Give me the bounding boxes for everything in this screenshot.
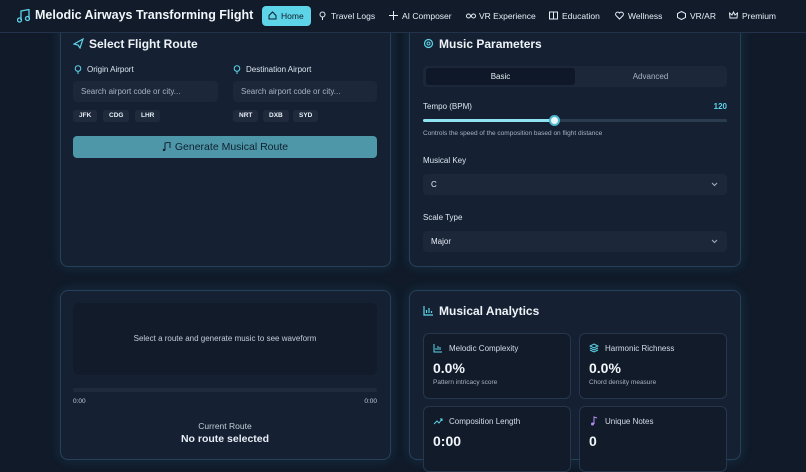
stat-value: 0.0% — [433, 360, 465, 376]
nav-item[interactable]: Wellness — [609, 6, 669, 26]
key-select[interactable]: C — [423, 174, 727, 195]
stat-value: 0:00 — [433, 433, 462, 449]
stat-card: Harmonic Richness 0.0% Chord density mea… — [579, 333, 727, 399]
nav-label: VR/AR — [690, 11, 716, 21]
nav-item[interactable]: Premium — [723, 6, 783, 26]
nav-label: AI Composer — [402, 11, 452, 21]
nav-item[interactable]: AI Composer — [383, 6, 459, 26]
airport-chip[interactable]: JFK — [73, 110, 98, 122]
nav-item[interactable]: Travel Logs — [312, 6, 382, 26]
plane-icon — [73, 38, 84, 49]
app-title: Melodic Airways Transforming Flight — [35, 8, 254, 22]
stat-label: Harmonic Richness — [605, 344, 675, 353]
progress-bar[interactable] — [73, 388, 377, 392]
nav-label: Education — [562, 11, 600, 21]
scale-select[interactable]: Major — [423, 231, 727, 252]
generate-button[interactable]: Generate Musical Route — [73, 136, 377, 158]
pin-icon — [233, 65, 241, 74]
field-label: Musical Key — [423, 156, 467, 165]
waveform: Select a route and generate music to see… — [73, 303, 377, 375]
stat-card: Unique Notes 0 — [579, 406, 727, 472]
time-start: 0:00 — [73, 398, 86, 405]
waveform-placeholder: Select a route and generate music to see… — [133, 334, 317, 343]
nav-label: Wellness — [628, 11, 663, 21]
airport-chip[interactable]: CDG — [103, 110, 130, 122]
stat-card: Melodic Complexity 0.0% Pattern intricac… — [423, 333, 571, 399]
pin-icon — [74, 65, 82, 74]
select-value: Major — [431, 237, 452, 246]
nav-label: VR Experience — [479, 11, 536, 21]
nav-label: Premium — [742, 11, 777, 21]
time-end: 0:00 — [364, 398, 377, 405]
gear-icon — [423, 38, 434, 49]
nav-item[interactable]: VR Experience — [460, 6, 543, 26]
hint: Controls the speed of the composition ba… — [423, 130, 603, 137]
panel-title: Music Parameters — [439, 37, 542, 51]
nav-label: Home — [281, 11, 304, 21]
chart-icon — [423, 306, 433, 316]
tab-advanced[interactable]: Advanced — [577, 68, 724, 85]
field-label: Tempo (BPM) — [423, 102, 472, 111]
nav-home[interactable]: Home — [262, 6, 311, 26]
airport-chip[interactable]: DXB — [263, 110, 289, 122]
tab-basic[interactable]: Basic — [426, 68, 575, 85]
origin-input[interactable]: Search airport code or city... — [73, 81, 218, 102]
panel-title: Musical Analytics — [439, 304, 540, 318]
stat-label: Composition Length — [449, 417, 521, 426]
nav-label: Travel Logs — [331, 11, 376, 21]
route-value: No route selected — [180, 433, 270, 445]
stat-card: Composition Length 0:00 — [423, 406, 571, 472]
nav-item[interactable]: VR/AR — [671, 6, 723, 26]
field-label: Scale Type — [423, 213, 463, 222]
header: Melodic Airways Transforming Flight Home… — [0, 0, 806, 33]
field-label: Origin Airport — [87, 65, 134, 74]
stat-value: 0.0% — [589, 360, 621, 376]
music-parameters-panel — [409, 10, 741, 267]
destination-input[interactable]: Search airport code or city... — [233, 81, 377, 102]
field-label: Destination Airport — [246, 65, 312, 74]
panel-title: Select Flight Route — [89, 37, 198, 51]
select-value: C — [431, 180, 437, 189]
stat-label: Unique Notes — [605, 417, 654, 426]
airport-chip[interactable]: SYD — [293, 110, 319, 122]
nav-item[interactable]: Education — [543, 6, 607, 26]
route-label: Current Route — [198, 421, 252, 431]
airport-chip[interactable]: NRT — [233, 110, 259, 122]
stat-desc: Chord density measure — [589, 379, 657, 386]
stat-value: 0 — [589, 433, 597, 449]
slider-track[interactable] — [423, 119, 727, 122]
slider-fill — [423, 119, 554, 122]
logo-icon — [17, 9, 30, 23]
slider-thumb[interactable] — [549, 115, 560, 126]
tempo-value: 120 — [713, 102, 727, 111]
tab-label: Advanced — [632, 72, 669, 81]
stat-label: Melodic Complexity — [449, 344, 519, 353]
airport-chip[interactable]: LHR — [135, 110, 161, 122]
tab-label: Basic — [490, 72, 511, 81]
button-label: Generate Musical Route — [174, 141, 289, 153]
stat-desc: Pattern intricacy score — [433, 379, 498, 386]
